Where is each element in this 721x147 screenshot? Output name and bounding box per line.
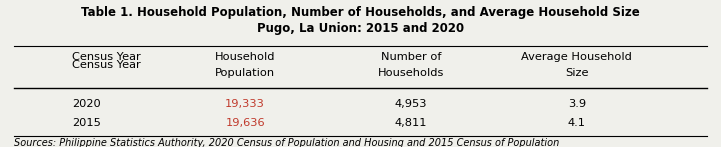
Text: 3.9: 3.9 — [567, 99, 586, 109]
Text: 4.1: 4.1 — [568, 118, 585, 128]
Text: 4,953: 4,953 — [394, 99, 428, 109]
Text: 4,811: 4,811 — [394, 118, 428, 128]
Text: Average Household: Average Household — [521, 52, 632, 62]
Text: 19,636: 19,636 — [226, 118, 265, 128]
Text: 19,333: 19,333 — [225, 99, 265, 109]
Text: Number of: Number of — [381, 52, 441, 62]
Text: Census Year: Census Year — [72, 60, 141, 70]
Text: Household: Household — [215, 52, 275, 62]
Text: Table 1. Household Population, Number of Households, and Average Household Size
: Table 1. Household Population, Number of… — [81, 6, 640, 35]
Text: Sources: Philippine Statistics Authority, 2020 Census of Population and Housing : Sources: Philippine Statistics Authority… — [14, 138, 559, 147]
Text: 2015: 2015 — [72, 118, 101, 128]
Text: Census Year: Census Year — [72, 52, 141, 62]
Text: Population: Population — [215, 68, 275, 78]
Text: 2020: 2020 — [72, 99, 101, 109]
Text: Size: Size — [565, 68, 588, 78]
Text: Households: Households — [378, 68, 444, 78]
